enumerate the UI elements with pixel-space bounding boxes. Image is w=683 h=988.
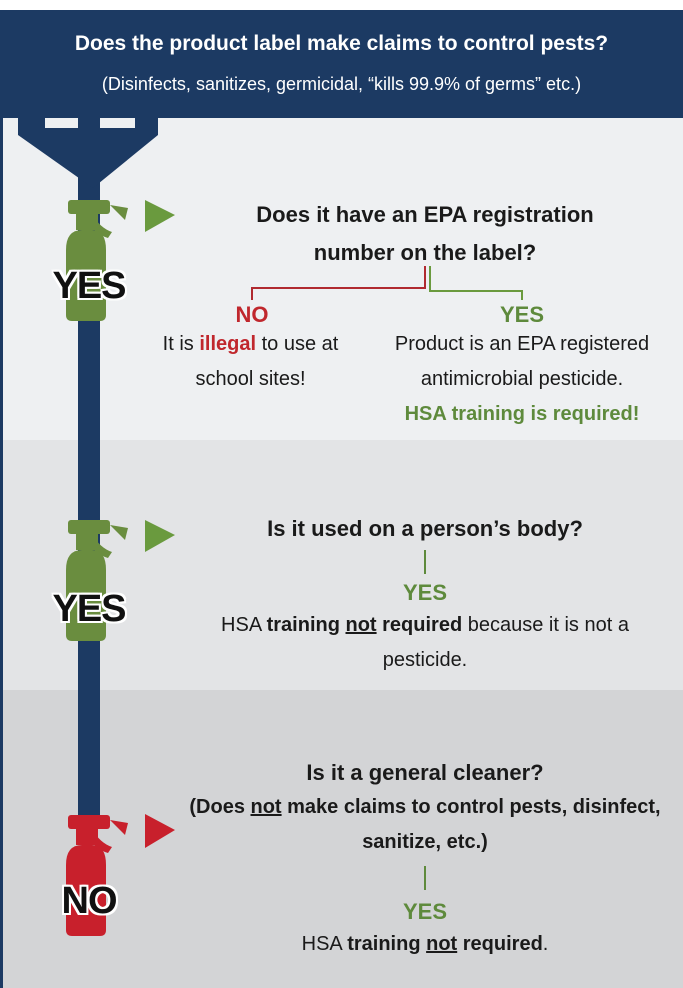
result-text: HSA training not required because it is … bbox=[185, 608, 665, 678]
header-title: Does the product label make claims to co… bbox=[74, 32, 609, 55]
text: It is bbox=[162, 333, 200, 355]
badge: YES bbox=[52, 265, 126, 307]
text: make claims to control pests, disinfect,… bbox=[281, 796, 661, 853]
branch-line-yes bbox=[429, 266, 523, 300]
result-text: HSA training not required. bbox=[185, 927, 665, 962]
question: Is it used on a person’s body? bbox=[267, 516, 583, 541]
branch-text: Product is an EPA registered antimicrobi… bbox=[394, 333, 650, 390]
question: Is it a general cleaner? bbox=[306, 760, 544, 785]
header-band bbox=[0, 10, 683, 118]
text: not bbox=[250, 796, 282, 818]
text: training bbox=[266, 614, 346, 636]
text: HSA bbox=[301, 933, 348, 955]
left-border bbox=[0, 10, 3, 988]
text: illegal bbox=[199, 333, 257, 355]
answer: YES bbox=[402, 899, 448, 924]
text: training bbox=[347, 933, 427, 955]
text: HSA bbox=[221, 614, 267, 636]
branch-line-no bbox=[251, 266, 426, 300]
header-subtitle: (Disinfects, sanitizes, germicidal, “kil… bbox=[101, 74, 582, 94]
branch-label: NO bbox=[235, 302, 269, 327]
text: (Does bbox=[189, 796, 251, 818]
text: . bbox=[542, 933, 549, 955]
branch-text: It is illegal to use at school sites! bbox=[138, 327, 363, 397]
bottle bbox=[66, 200, 128, 321]
text: not bbox=[426, 933, 458, 955]
question: Does it have an EPA registration number … bbox=[256, 202, 594, 265]
badge: NO bbox=[61, 880, 118, 922]
branch-label: YES bbox=[499, 302, 545, 327]
section-2 bbox=[0, 440, 683, 690]
arrow bbox=[145, 520, 175, 552]
section-1 bbox=[0, 118, 683, 440]
answer: YES bbox=[402, 580, 448, 605]
text: because it is not a pesticide. bbox=[382, 614, 629, 671]
funnel-arrow bbox=[18, 118, 158, 188]
section-3 bbox=[0, 690, 683, 988]
text: to use at school sites! bbox=[195, 333, 339, 390]
text: required bbox=[457, 933, 543, 955]
arrow bbox=[145, 200, 175, 232]
badge: YES bbox=[52, 588, 126, 630]
bottle bbox=[66, 520, 128, 641]
question-sub: (Does not make claims to control pests, … bbox=[185, 790, 665, 860]
branch-note: HSA training is required! bbox=[404, 403, 640, 425]
arrow bbox=[145, 814, 175, 848]
bottle bbox=[66, 815, 128, 936]
text: not bbox=[345, 614, 377, 636]
text: required bbox=[376, 614, 463, 636]
